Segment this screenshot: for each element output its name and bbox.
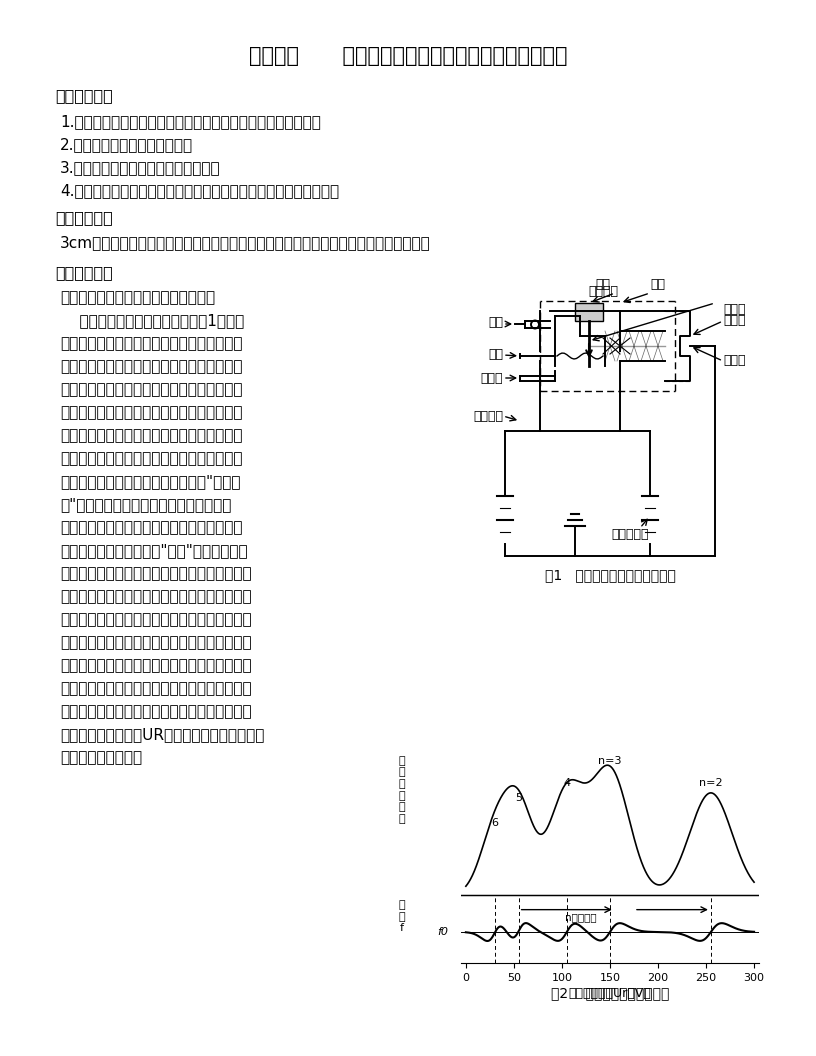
Text: 输出: 输出 <box>488 317 503 329</box>
Text: 得到加速，负半周得到减速，即发生"速度调: 得到加速，负半周得到减速，即发生"速度调 <box>60 474 241 489</box>
Text: 6: 6 <box>491 817 498 828</box>
Text: 实验十六      反射式速调管工作特性和波导的工作状态: 实验十六 反射式速调管工作特性和波导的工作状态 <box>249 46 567 65</box>
Text: 当电源接通时，从阴极出发并经聚焦电极形成: 当电源接通时，从阴极出发并经聚焦电极形成 <box>60 336 242 351</box>
Text: 【实验目的】: 【实验目的】 <box>55 88 113 103</box>
Text: 阴极: 阴极 <box>650 278 665 291</box>
Text: 3cm波段速调管振荡器、常用波导元件、微波测量线、波长计、示波器和选频放大器等。: 3cm波段速调管振荡器、常用波导元件、微波测量线、波长计、示波器和选频放大器等。 <box>60 235 431 250</box>
Text: 2.了解速调管振荡的基本原理。: 2.了解速调管振荡的基本原理。 <box>60 137 193 152</box>
Text: 电子团继续前进，受到前方带负电压的反射极的: 电子团继续前进，受到前方带负电压的反射极的 <box>60 566 251 581</box>
Text: n=2: n=2 <box>699 778 723 788</box>
X-axis label: 反射极负压－Ur（V）: 反射极负压－Ur（V） <box>569 987 651 1000</box>
Text: 腔体的损耗，便可维持上述频率的振荡。据计算: 腔体的损耗，便可维持上述频率的振荡。据计算 <box>60 704 251 719</box>
Text: 过该腔底部由两片金属栅网构成的间隙，使腔: 过该腔底部由两片金属栅网构成的间隙，使腔 <box>60 382 242 397</box>
Text: 的电子团，即形成电子的"群聚"。经过群聚的: 的电子团，即形成电子的"群聚"。经过群聚的 <box>60 543 247 558</box>
Text: 聚焦极: 聚焦极 <box>481 372 503 384</box>
Text: 图1   反射式速调管的结构原理图: 图1 反射式速调管的结构原理图 <box>544 568 676 582</box>
Text: 频
率
f: 频 率 f <box>398 900 405 934</box>
Text: 知：只要反射极电压UR值正好使电子在反射区域: 知：只要反射极电压UR值正好使电子在反射区域 <box>60 727 264 742</box>
Text: 谐振腔中的交变电场；只要交出的能量足以补偿: 谐振腔中的交变电场；只要交出的能量足以补偿 <box>60 681 251 696</box>
Text: 灯丝: 灯丝 <box>488 347 503 360</box>
Text: 一．反射式速调管工作原理及工作特性: 一．反射式速调管工作原理及工作特性 <box>60 290 215 305</box>
Text: 波分量便被腔体选出，在两栅之间便出现谐振: 波分量便被腔体选出，在两栅之间便出现谐振 <box>60 428 242 444</box>
Text: 制"。被加速的电子离开其后面被减速的电: 制"。被加速的电子离开其后面被减速的电 <box>60 497 232 512</box>
Text: 图2    反射式速调管输出特性: 图2 反射式速调管输出特性 <box>551 986 669 1000</box>
Text: 加速电压: 加速电压 <box>473 410 503 422</box>
Text: 电子团将把得自直流加速电源的一部分能量交给: 电子团将把得自直流加速电源的一部分能量交给 <box>60 658 251 673</box>
Text: n=3: n=3 <box>598 755 622 766</box>
Text: 排斥而逐渐减速，终于反向折回，又返回向栅区: 排斥而逐渐减速，终于反向折回，又返回向栅区 <box>60 589 251 604</box>
Text: 电子柱: 电子柱 <box>723 303 746 316</box>
Text: 子，并赶上其前面被减速的电子，形成一蔟蔟: 子，并赶上其前面被减速的电子，形成一蔟蔟 <box>60 520 242 535</box>
Text: 频率的交变电场。通过其间的电子，在正半周: 频率的交变电场。通过其间的电子，在正半周 <box>60 451 242 466</box>
Text: 5: 5 <box>515 793 522 803</box>
Text: f0: f0 <box>437 927 449 937</box>
Text: 经过栅间的电子团正好被栅间交变电场减速，则: 经过栅间的电子团正好被栅间交变电场减速，则 <box>60 635 251 650</box>
Text: 【实验仪器】: 【实验仪器】 <box>55 210 113 225</box>
Text: 栅间隙: 栅间隙 <box>723 355 746 367</box>
Text: 4: 4 <box>563 778 570 788</box>
Text: 反射极: 反射极 <box>723 315 746 327</box>
Text: 1.熟悉微波测试系统中各种常用的微波器件的原理及使用方法。: 1.熟悉微波测试系统中各种常用的微波器件的原理及使用方法。 <box>60 114 321 129</box>
Text: 中产生富有谐波的冲击电流，与腔体谐振的谐: 中产生富有谐波的冲击电流，与腔体谐振的谐 <box>60 406 242 420</box>
Text: 反射式速调管的结构原理图如图1所示。: 反射式速调管的结构原理图如图1所示。 <box>60 313 244 328</box>
Text: （阳极）: （阳极） <box>588 285 618 298</box>
Text: 的电子束，受其前方带正电的谐振腔吸引，通: 的电子束，受其前方带正电的谐振腔吸引，通 <box>60 359 242 374</box>
Text: 往返的渡越时间为：: 往返的渡越时间为： <box>60 750 142 765</box>
Text: 【实验原理】: 【实验原理】 <box>55 265 113 280</box>
Text: 前进。假如反射极的负电压的大小合适，使返回: 前进。假如反射极的负电压的大小合适，使返回 <box>60 612 251 627</box>
Text: 相
对
功
率
输
出: 相 对 功 率 输 出 <box>398 756 405 824</box>
Bar <box>575 303 603 321</box>
Text: 腔体: 腔体 <box>596 278 610 291</box>
Text: 3.观察和测量速调管的工作特性曲线。: 3.观察和测量速调管的工作特性曲线。 <box>60 161 220 175</box>
Text: n减小方向: n减小方向 <box>565 912 597 922</box>
Text: 4.掌握微波测试系统中频率、驻波比、功率等基本参数的测量方法。: 4.掌握微波测试系统中频率、驻波比、功率等基本参数的测量方法。 <box>60 183 339 199</box>
Text: 反射极电压: 反射极电压 <box>611 528 649 541</box>
